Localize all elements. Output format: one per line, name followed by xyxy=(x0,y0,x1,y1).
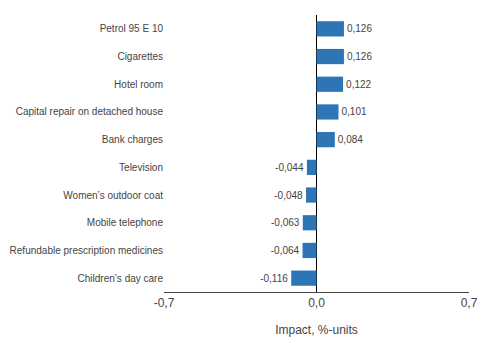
svg-text:0,101: 0,101 xyxy=(342,106,367,117)
svg-text:Children’s day care: Children’s day care xyxy=(78,273,164,284)
svg-text:0,122: 0,122 xyxy=(346,79,371,90)
svg-text:-0,064: -0,064 xyxy=(271,245,300,256)
svg-text:-0,7: -0,7 xyxy=(154,296,175,310)
svg-text:0,126: 0,126 xyxy=(347,23,372,34)
svg-text:Petrol 95 E 10: Petrol 95 E 10 xyxy=(100,23,164,34)
svg-text:-0,063: -0,063 xyxy=(271,217,300,228)
svg-text:Hotel room: Hotel room xyxy=(114,79,163,90)
svg-text:Mobile telephone: Mobile telephone xyxy=(87,217,164,228)
svg-text:-0,116: -0,116 xyxy=(260,273,288,284)
svg-text:Capital repair on detached hou: Capital repair on detached house xyxy=(16,106,164,117)
svg-text:Refundable prescription medici: Refundable prescription medicines xyxy=(10,245,163,256)
svg-text:Women’s outdoor coat: Women’s outdoor coat xyxy=(63,190,163,201)
svg-text:0,7: 0,7 xyxy=(461,296,478,310)
svg-text:0,126: 0,126 xyxy=(347,51,372,62)
svg-text:Bank charges: Bank charges xyxy=(102,134,163,145)
svg-text:0,084: 0,084 xyxy=(338,134,363,145)
svg-text:-0,044: -0,044 xyxy=(275,162,304,173)
svg-text:-0,048: -0,048 xyxy=(274,190,303,201)
svg-text:Cigarettes: Cigarettes xyxy=(117,51,163,62)
svg-text:0,0: 0,0 xyxy=(308,296,325,310)
svg-text:Television: Television xyxy=(119,162,163,173)
svg-text:Impact, %-units: Impact, %-units xyxy=(275,323,358,337)
